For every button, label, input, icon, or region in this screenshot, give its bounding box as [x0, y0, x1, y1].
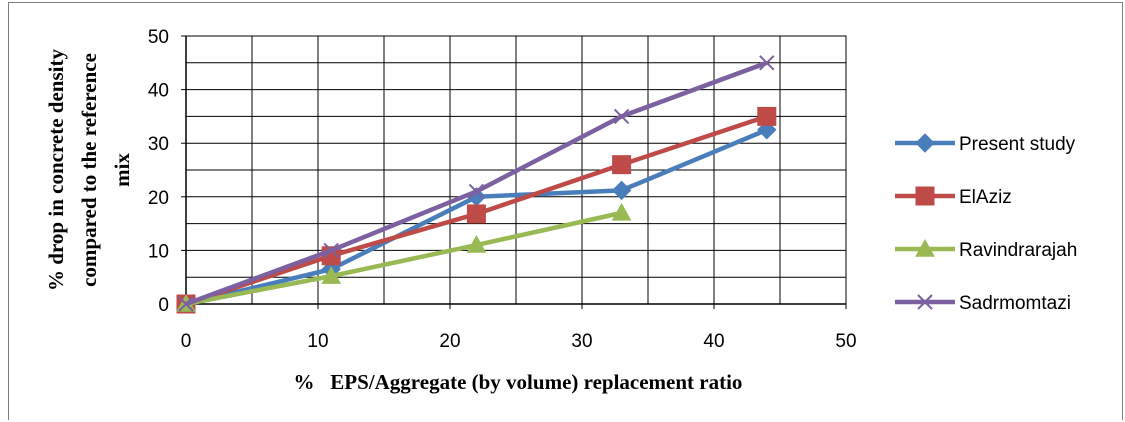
y-tick-label: 50 — [148, 27, 169, 48]
series-sadrmomtazi — [178, 55, 775, 312]
y-axis-title-line-3: mix — [110, 153, 134, 187]
chart-frame — [8, 2, 1123, 420]
legend-item: Ravindrarajah — [895, 238, 1077, 261]
marker-x-stroke — [178, 296, 194, 312]
legend: Present study ElAziz Ravindrarajah Sadrmomt… — [895, 133, 1077, 314]
legend-marker — [915, 133, 935, 153]
legend-item: Sadrmomtazi — [895, 293, 1071, 314]
data-point — [321, 266, 342, 284]
legend-item: ElAziz — [895, 186, 1012, 208]
marker-x-stroke — [759, 55, 775, 71]
data-point — [757, 106, 777, 126]
y-tick-label: 10 — [148, 241, 169, 262]
x-tick-label: 10 — [307, 331, 328, 352]
legend-item: Present study — [895, 133, 1076, 155]
legend-label: Ravindrarajah — [959, 240, 1077, 261]
x-tick-label: 20 — [439, 331, 460, 352]
y-axis-title: % drop in concrete density compared to t… — [44, 49, 134, 291]
y-axis-title-line-1: % drop in concrete density — [44, 49, 68, 291]
legend-marker — [915, 186, 935, 206]
y-tick-label: 40 — [148, 81, 169, 102]
data-point — [178, 296, 194, 312]
data-point — [468, 183, 485, 200]
series-line — [185, 60, 768, 307]
x-tick-label: 30 — [571, 331, 592, 352]
data-point — [466, 235, 487, 253]
y-axis-title-line-2: compared to the reference — [77, 53, 101, 287]
x-tick-label: 0 — [181, 331, 192, 352]
x-tick-label: 50 — [835, 331, 856, 352]
data-point — [613, 108, 630, 125]
legend-label: ElAziz — [959, 187, 1012, 208]
y-tick-label: 0 — [158, 295, 169, 316]
data-point — [759, 55, 775, 71]
tick-labels: 0 10 20 30 40 50 0 10 20 30 40 50 — [148, 27, 857, 352]
series-elaziz — [176, 106, 777, 314]
legend-marker — [917, 294, 933, 310]
data-point — [323, 242, 339, 259]
y-tick-label: 30 — [148, 134, 169, 155]
data-point — [466, 204, 486, 224]
data-point — [611, 202, 632, 221]
x-tick-label: 40 — [703, 331, 724, 352]
data-point — [611, 180, 632, 201]
data-point — [612, 155, 632, 175]
marker-x-stroke — [323, 242, 339, 259]
y-tick-label: 20 — [148, 188, 169, 209]
marker-x-stroke — [613, 108, 630, 125]
series-layer — [176, 55, 777, 314]
marker-x-stroke — [917, 294, 933, 310]
legend-marker — [915, 238, 935, 257]
legend-label: Present study — [959, 134, 1076, 155]
x-axis-title: % EPS/Aggregate (by volume) replacement … — [294, 370, 743, 394]
marker-x-stroke — [468, 183, 485, 200]
series-line — [185, 210, 623, 307]
legend-label: Sadrmomtazi — [959, 293, 1071, 314]
